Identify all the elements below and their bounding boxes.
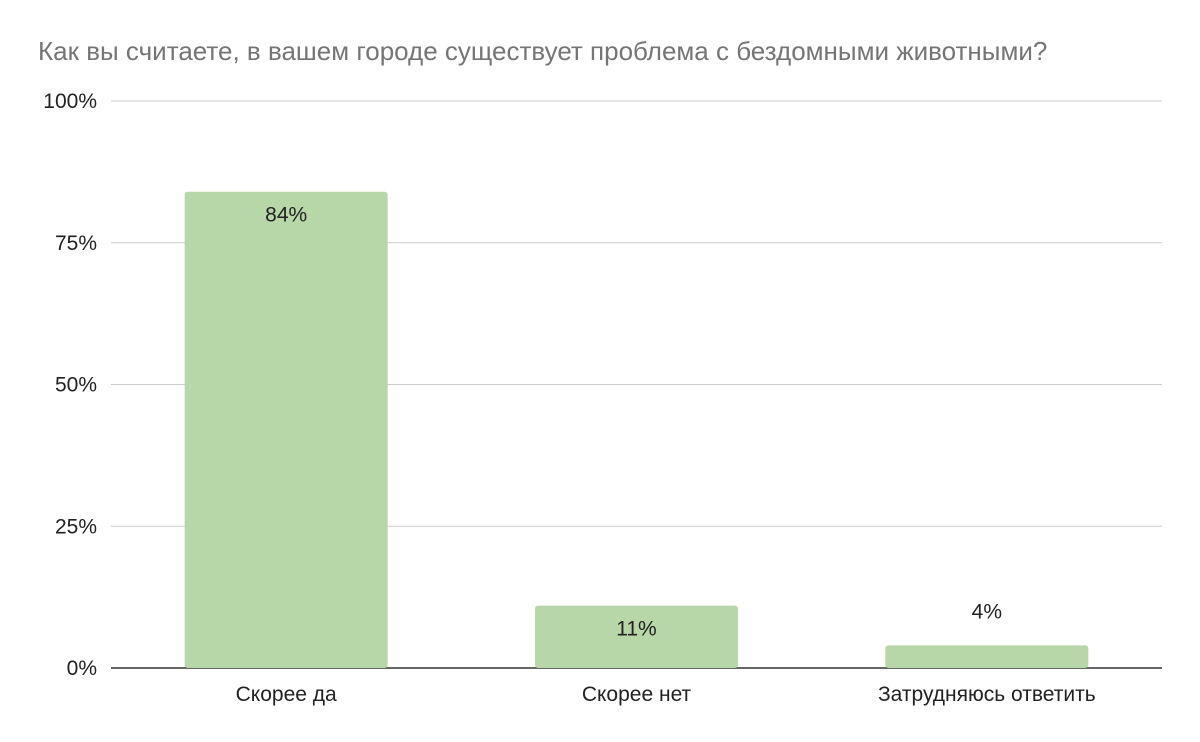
data-label: 4% [972, 600, 1002, 623]
category-label: Затрудняюсь ответить [878, 683, 1096, 706]
chart-title: Как вы считаете, в вашем городе существу… [38, 36, 1048, 66]
y-tick-label: 25% [55, 515, 97, 538]
y-tick-label: 100% [43, 90, 97, 113]
category-label: Скорее нет [582, 683, 692, 706]
category-label: Скорее да [236, 683, 337, 706]
bar [535, 605, 738, 668]
bars-layer [184, 191, 1089, 668]
y-tick-label: 0% [67, 657, 97, 680]
labels-layer: 0% 25% 50% 75% 100% 84% Скорее да 11% Скорее нет… [43, 90, 1095, 706]
bar [184, 191, 388, 668]
data-label: 11% [616, 618, 656, 641]
bar [885, 645, 1089, 668]
y-tick-label: 50% [55, 374, 97, 397]
data-label: 84% [265, 204, 307, 227]
y-tick-label: 75% [55, 232, 97, 255]
